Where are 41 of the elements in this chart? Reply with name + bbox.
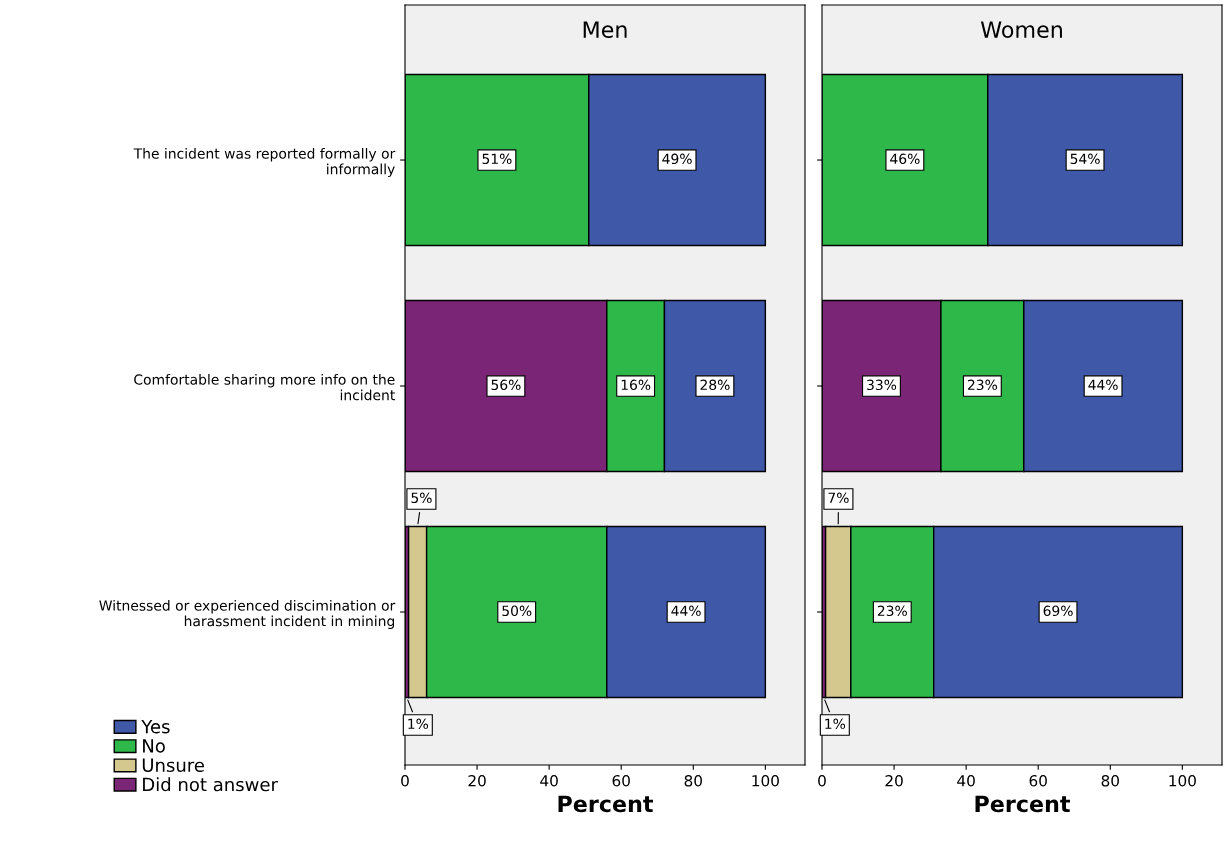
y-tick-label: Witnessed or experienced discimination or harassment incident in mining [99,600,396,629]
text: Men [583,21,627,39]
legend-label: Did not answer [143,777,278,792]
data-label: 54% [1070,153,1100,165]
x-tick-label: 80 [684,774,702,787]
y-tick-label: Comfortable sharing more info on the incident [134,374,395,401]
data-label: 69% [1043,605,1073,617]
x-tick-label: 0 [401,774,409,787]
data-label: 23% [877,605,907,617]
data-label: 7% [828,492,849,504]
data-label: 56% [491,379,521,391]
data-label: 1% [825,718,846,730]
x-tick-label: 80 [1101,774,1119,787]
data-label: 50% [502,605,532,617]
x-tick-label: 100 [752,774,779,787]
x-axis-title: Percent [558,795,653,813]
data-label: 23% [967,379,998,391]
x-tick-label: 100 [1169,774,1196,787]
data-label: 16% [621,379,651,391]
x-tick-label: 60 [1029,774,1047,787]
data-label: 44% [1088,379,1118,391]
y-tick-label: The incident was reported formally or informally [133,148,396,178]
data-label: 28% [700,379,730,391]
data-label: 49% [662,153,692,165]
data-label: 33% [867,379,897,391]
legend-label: Yes [141,720,170,734]
text: Women [980,21,1062,39]
data-label: 1% [408,718,429,730]
x-tick-label: 40 [957,774,975,787]
x-tick-label: 0 [818,774,826,787]
x-tick-label: 20 [885,774,903,787]
data-label: 51% [482,153,512,165]
legend-label: Unsure [142,758,204,772]
x-tick-label: 60 [612,774,630,787]
x-tick-label: 40 [540,774,558,787]
data-label: 44% [671,605,701,617]
x-axis-title: Percent [975,795,1070,813]
data-label: 46% [890,153,920,165]
x-tick-label: 20 [468,774,486,787]
legend-label: No [143,739,165,753]
data-label: 5% [411,492,432,504]
